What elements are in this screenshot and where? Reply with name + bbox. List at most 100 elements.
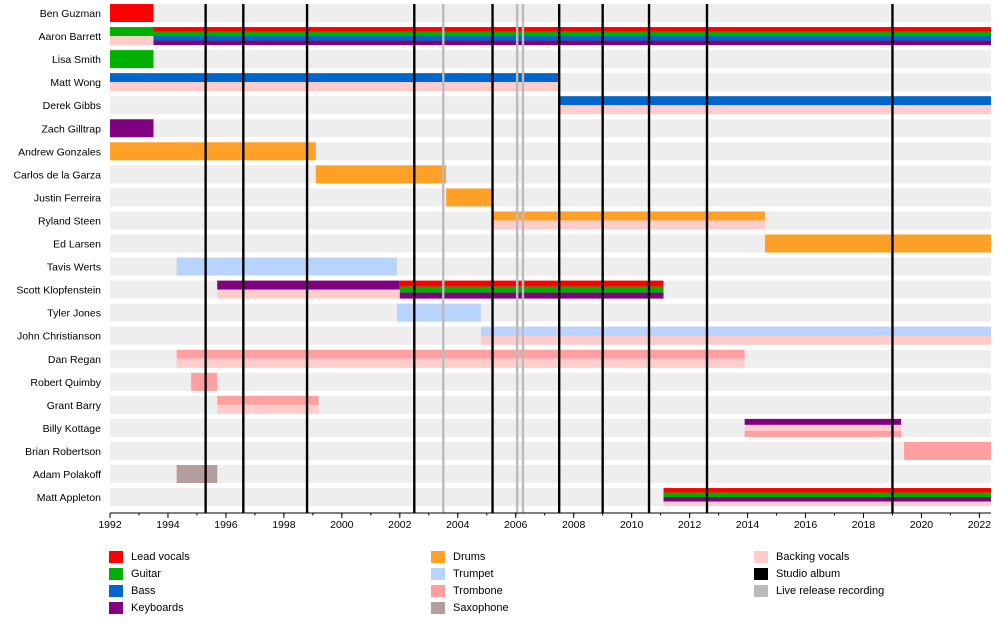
row-background	[110, 4, 991, 22]
bar-segment-guitar	[110, 27, 154, 37]
legend-item-live-release: Live release recording	[754, 582, 884, 599]
bar-segment-lead-vocals	[153, 27, 991, 32]
bar-segment-saxophone	[176, 465, 218, 483]
bar-justin-ferreira	[446, 188, 493, 207]
x-tick-label: 1996	[214, 519, 238, 531]
bar-dan-regan	[176, 349, 745, 368]
legend-label: Guitar	[131, 567, 161, 580]
x-tick-label: 1992	[98, 519, 122, 531]
bar-segment-guitar	[110, 50, 154, 69]
bar-tavis-werts	[176, 257, 397, 276]
bar-tyler-jones	[396, 303, 481, 322]
bar-segment-backing-vocals	[217, 404, 319, 414]
bar-matt-appleton	[663, 488, 991, 507]
legend-swatch	[431, 550, 445, 563]
legend-swatch	[754, 584, 768, 597]
bar-lisa-smith	[110, 50, 154, 69]
bar-segment-backing-vocals	[480, 335, 991, 345]
row-background	[110, 50, 991, 69]
bar-segment-drums	[492, 211, 765, 221]
bar-segment-backing-vocals	[110, 82, 560, 92]
bar-segment-trumpet	[396, 303, 481, 322]
x-tick-label: 2018	[852, 519, 876, 531]
bar-segment-trombone	[744, 430, 902, 437]
legend-swatch	[109, 567, 123, 580]
member-label-aaron-barrett: Aaron Barrett	[39, 31, 102, 43]
bar-segment-keyboards	[744, 418, 902, 425]
bar-segment-bass	[153, 36, 991, 41]
timeline-chart: Ben Guzman Aaron Barrett Lisa Smith Matt Wo…	[13, 4, 991, 531]
legend-swatch	[754, 567, 768, 580]
bar-scott-klopfenstein	[399, 280, 664, 299]
member-label-john-christianson: John Christianson	[17, 331, 101, 343]
row-background	[110, 142, 991, 161]
x-tick-label: 2008	[562, 519, 586, 531]
x-tick-label: 1998	[272, 519, 296, 531]
x-tick-label: 2002	[388, 519, 412, 531]
legend-swatch	[109, 601, 123, 614]
legend-label: Backing vocals	[776, 550, 850, 563]
bar-zach-gilltrap	[110, 119, 154, 138]
legend-swatch	[754, 550, 768, 563]
legend-item-drums: Drums	[431, 548, 509, 565]
member-label-tavis-werts: Tavis Werts	[47, 262, 101, 274]
legend: Lead vocals Guitar Bass Keyboards Drums Trum…	[0, 548, 1000, 628]
member-label-grant-barry: Grant Barry	[47, 400, 102, 412]
bar-segment-bass	[110, 73, 560, 83]
row-background	[110, 441, 991, 460]
member-label-andrew-gonzales: Andrew Gonzales	[18, 146, 101, 158]
bar-segment-drums	[446, 188, 493, 207]
member-label-carlos-de-la-garza: Carlos de la Garza	[13, 169, 101, 181]
x-axis: 1992 1994 1996 1998 2000 2002 2004 2006 2008 2010…	[98, 512, 991, 531]
bar-segment-trumpet	[176, 257, 397, 276]
bar-ed-larsen	[764, 234, 991, 253]
x-tick-label: 2004	[446, 519, 470, 531]
row-background	[110, 395, 991, 414]
bar-segment-trombone	[904, 441, 991, 460]
legend-label: Studio album	[776, 567, 841, 580]
bar-adam-polakoff	[176, 465, 218, 483]
member-label-ed-larsen: Ed Larsen	[53, 239, 101, 251]
bar-segment-keyboards	[153, 40, 991, 46]
bar-segment-keyboards	[663, 497, 991, 502]
bar-segment-guitar	[663, 492, 991, 498]
legend-item-bass: Bass	[109, 582, 190, 599]
legend-label: Trumpet	[453, 567, 494, 580]
legend-item-keyboards: Keyboards	[109, 599, 190, 616]
member-label-ryland-steen: Ryland Steen	[38, 215, 101, 227]
bar-segment-backing-vocals	[744, 424, 902, 431]
bar-ryland-steen	[492, 211, 765, 230]
bar-aaron-barrett	[153, 27, 991, 46]
bar-derek-gibbs	[559, 96, 991, 115]
row-background	[110, 188, 991, 207]
bar-andrew-gonzales	[110, 142, 316, 161]
legend-label: Lead vocals	[131, 550, 190, 563]
bar-segment-drums	[110, 142, 316, 161]
member-label-derek-gibbs: Derek Gibbs	[43, 100, 101, 112]
legend-item-backing-vocals: Backing vocals	[754, 548, 884, 565]
member-label-matt-wong: Matt Wong	[50, 77, 101, 89]
legend-column-1: Lead vocals Guitar Bass Keyboards	[109, 548, 190, 616]
member-label-zach-gilltrap: Zach Gilltrap	[41, 123, 101, 135]
bar-segment-lead-vocals	[110, 4, 154, 22]
bar-grant-barry	[217, 395, 319, 414]
bar-aaron-barrett	[110, 27, 154, 46]
bar-segment-backing-vocals	[176, 358, 745, 368]
legend-label: Trombone	[453, 584, 503, 597]
bar-brian-robertson	[904, 441, 991, 460]
bar-segment-backing-vocals	[217, 289, 400, 299]
bar-segment-lead-vocals	[663, 488, 991, 493]
legend-item-trumpet: Trumpet	[431, 565, 509, 582]
legend-item-lead-vocals: Lead vocals	[109, 548, 190, 565]
row-background	[110, 119, 991, 138]
x-tick-label: 2014	[736, 519, 760, 531]
row-background	[110, 372, 991, 391]
row-background	[110, 465, 991, 483]
bar-segment-backing-vocals	[492, 220, 765, 230]
x-tick-label: 1994	[156, 519, 180, 531]
row-background	[110, 303, 991, 322]
x-tick-label: 2000	[330, 519, 354, 531]
member-label-billy-kottage: Billy Kottage	[43, 423, 102, 435]
legend-swatch	[109, 550, 123, 563]
bar-ben-guzman	[110, 4, 154, 22]
